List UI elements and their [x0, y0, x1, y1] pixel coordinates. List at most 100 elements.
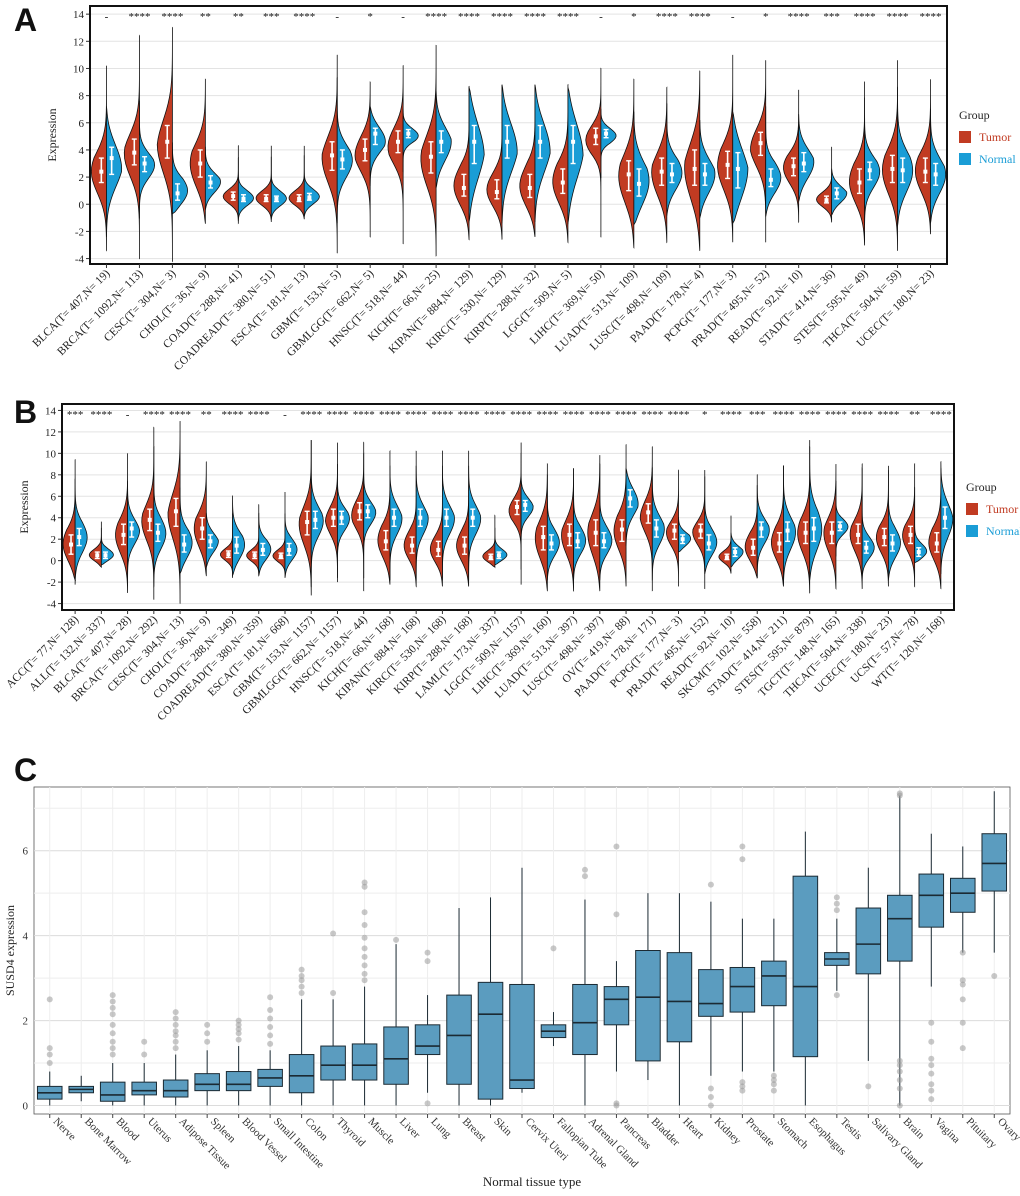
significance-label: ****	[143, 409, 165, 421]
normal-violin	[797, 113, 815, 203]
normal-violin	[74, 458, 88, 585]
box-iqr	[855, 907, 882, 975]
outlier-point	[770, 1072, 777, 1079]
outlier-point	[739, 1083, 746, 1090]
normal-violin	[861, 467, 875, 581]
normal-violin	[651, 467, 665, 581]
normal-violin	[106, 106, 123, 238]
box-iqr	[572, 983, 598, 1056]
normal-median-point	[759, 526, 764, 531]
x-tick-label: Pituitary	[964, 1116, 1000, 1152]
tumor-median-point	[593, 134, 598, 139]
significance-label: -	[335, 11, 339, 23]
normal-median-point	[669, 172, 674, 177]
tumor-violin	[377, 465, 391, 585]
tumor-median-point	[99, 169, 104, 174]
normal-violin	[783, 465, 796, 585]
outlier-point	[896, 1085, 903, 1092]
normal-median-point	[444, 515, 449, 520]
significance-label: **	[200, 11, 211, 23]
normal-median-point	[702, 172, 707, 177]
outlier-point	[46, 1045, 53, 1052]
significance-label: ****	[589, 409, 611, 421]
outlier-point	[959, 1045, 966, 1052]
tumor-violin	[651, 86, 668, 244]
outlier-point	[361, 945, 368, 952]
normal-median-point	[601, 539, 606, 544]
tumor-median-point	[646, 510, 651, 515]
normal-median-point	[340, 157, 345, 162]
significance-label: **	[201, 409, 212, 421]
legend-title: Group	[959, 108, 990, 122]
outlier-point	[770, 1077, 777, 1084]
outlier-point	[46, 1051, 53, 1058]
tumor-violin	[351, 452, 365, 592]
outlier-point	[424, 1100, 431, 1107]
significance-label: ****	[248, 409, 270, 421]
box-iqr	[887, 894, 913, 962]
box-iqr	[225, 1071, 252, 1092]
normal-violin	[468, 450, 482, 581]
outlier-point	[928, 1070, 935, 1077]
normal-violin	[139, 99, 156, 219]
normal-median-point	[365, 509, 370, 514]
normal-violin	[415, 450, 429, 581]
tumor-median-point	[890, 166, 895, 171]
y-tick-label: -4	[75, 254, 85, 266]
tumor-median-point	[462, 543, 467, 548]
normal-median-point	[735, 166, 740, 171]
tumor-median-point	[264, 196, 269, 201]
normal-violin	[809, 439, 823, 581]
outlier-point	[204, 1021, 211, 1028]
significance-label: ****	[491, 11, 513, 23]
x-tick-label: Thyroid	[334, 1116, 368, 1150]
y-tick-label: 0	[79, 199, 85, 211]
normal-median-point	[307, 195, 312, 200]
tumor-median-point	[305, 520, 310, 525]
tumor-median-point	[428, 154, 433, 159]
tumor-violin	[115, 453, 128, 595]
normal-median-point	[801, 161, 806, 166]
box-iqr	[194, 1073, 220, 1092]
significance-label: ***	[823, 11, 840, 23]
tumor-median-point	[383, 539, 388, 544]
significance-label: ****	[458, 409, 480, 421]
significance-label: *	[763, 11, 769, 23]
outlier-point	[141, 1038, 148, 1045]
normal-violin	[442, 450, 455, 581]
normal-median-point	[339, 515, 344, 520]
outlier-point	[361, 970, 368, 977]
normal-median-point	[523, 502, 528, 507]
boxplot-panel: 0 2 4 6 SUSD4 expression Normal tissue type Ne…	[3, 786, 1020, 1189]
significance-label: -	[126, 409, 130, 421]
outlier-point	[959, 1019, 966, 1026]
normal-median-point	[182, 542, 187, 547]
box-iqr	[666, 952, 693, 1043]
normal-violin	[546, 473, 560, 581]
normal-median-point	[103, 553, 108, 558]
significance-label: ****	[877, 409, 899, 421]
box-iqr	[918, 873, 945, 928]
tumor-median-point	[934, 541, 939, 546]
normal-violin	[897, 87, 914, 227]
tumor-median-point	[515, 505, 520, 509]
significance-label: ***	[749, 409, 766, 421]
outlier-point	[707, 1085, 714, 1092]
outlier-point	[361, 883, 368, 890]
tumor-violin	[552, 83, 569, 243]
normal-violin	[402, 108, 419, 173]
outlier-point	[109, 1038, 116, 1045]
outlier-point	[235, 1030, 242, 1037]
outlier-point	[739, 856, 746, 863]
outlier-point	[959, 977, 966, 984]
tumor-median-point	[132, 150, 137, 155]
outlier-point	[46, 1060, 53, 1067]
tumor-violin	[123, 35, 140, 260]
tumor-violin	[354, 81, 371, 238]
x-tick-label: Heart	[680, 1116, 706, 1142]
tumor-median-point	[692, 166, 697, 171]
tumor-violin	[717, 54, 734, 243]
y-tick-label: 2	[23, 1016, 29, 1028]
outlier-point	[833, 894, 840, 901]
